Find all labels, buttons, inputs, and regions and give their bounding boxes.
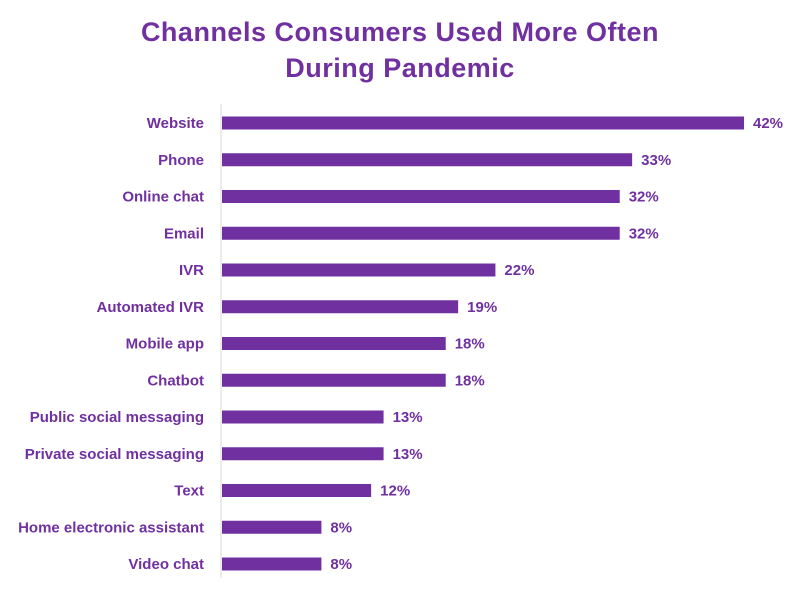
bar — [222, 484, 372, 497]
value-label: 18% — [455, 372, 485, 389]
value-label: 33% — [641, 152, 671, 169]
bar — [222, 153, 633, 167]
category-label: Private social messaging — [25, 446, 204, 463]
bar — [222, 447, 384, 461]
bar — [222, 190, 620, 203]
bar — [222, 263, 496, 277]
category-label: Website — [147, 115, 204, 132]
value-label: 22% — [504, 262, 534, 279]
category-label: IVR — [179, 262, 204, 279]
category-label: Email — [164, 225, 204, 242]
value-label: 32% — [629, 225, 659, 242]
bar — [222, 520, 322, 534]
category-label: Mobile app — [126, 336, 204, 353]
category-label: Online chat — [122, 189, 204, 206]
category-label: Video chat — [128, 556, 204, 573]
bar — [222, 410, 384, 424]
category-label: Automated IVR — [96, 299, 204, 316]
value-label: 12% — [380, 483, 410, 500]
value-label: 13% — [393, 409, 423, 426]
chart-title-line-2: During Pandemic — [285, 53, 515, 83]
category-label: Public social messaging — [30, 409, 204, 426]
value-label: 42% — [753, 115, 783, 132]
value-label: 32% — [629, 189, 659, 206]
category-label: Phone — [158, 152, 204, 169]
value-label: 13% — [393, 446, 423, 463]
bar — [222, 557, 322, 571]
category-label: Home electronic assistant — [18, 519, 204, 536]
bar — [222, 337, 446, 350]
bar — [222, 373, 446, 387]
chart-title: Channels Consumers Used More Often Durin… — [0, 14, 800, 86]
bar — [222, 226, 620, 240]
category-label: Chatbot — [147, 372, 204, 389]
value-label: 8% — [330, 519, 352, 536]
value-label: 18% — [455, 336, 485, 353]
bar — [222, 300, 459, 314]
bar — [222, 116, 744, 130]
value-label: 8% — [330, 556, 352, 573]
bars-group: Website 42% Phone 33% Online chat 32% Email 32%… — [18, 115, 783, 573]
value-label: 19% — [467, 299, 497, 316]
chart-title-line-1: Channels Consumers Used More Often — [140, 17, 660, 47]
category-label: Text — [174, 483, 204, 500]
